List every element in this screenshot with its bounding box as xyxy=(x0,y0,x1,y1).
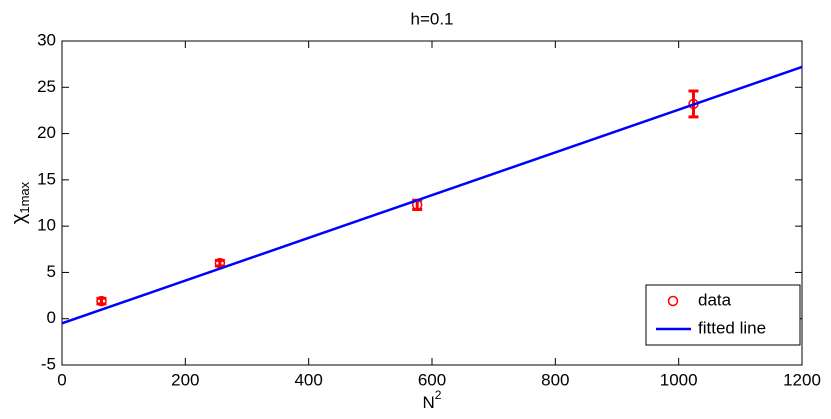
legend-marker xyxy=(667,295,679,307)
y-axis-label: χ1max xyxy=(8,181,32,224)
legend-label: fitted line xyxy=(698,318,766,337)
x-tick-label: 0 xyxy=(57,370,66,389)
y-tick-label: 30 xyxy=(37,30,56,49)
x-tick-label: 200 xyxy=(171,370,199,389)
x-tick-label: 400 xyxy=(294,370,322,389)
y-tick-label: 10 xyxy=(37,216,56,235)
y-tick-label: -5 xyxy=(41,354,56,373)
legend-label: data xyxy=(698,290,732,309)
y-tick-label: 25 xyxy=(37,77,56,96)
y-tick-label: 0 xyxy=(47,308,56,327)
x-label-superscript: 2 xyxy=(435,388,442,402)
data-point xyxy=(96,295,107,307)
x-label-base: N xyxy=(423,393,435,412)
y-label-subscript: 1max xyxy=(17,181,32,213)
y-label-symbol: χ xyxy=(8,213,30,224)
y-tick-label: 15 xyxy=(37,169,56,188)
x-tick-label: 1000 xyxy=(660,370,698,389)
legend-box xyxy=(645,284,801,346)
y-tick-label: 5 xyxy=(47,262,56,281)
x-tick-label: 800 xyxy=(541,370,569,389)
y-tick-label: 20 xyxy=(37,123,56,142)
x-tick-label: 1200 xyxy=(783,370,821,389)
fitted-line xyxy=(61,65,803,325)
x-axis-label: N2 xyxy=(423,388,442,412)
x-tick-label: 600 xyxy=(418,370,446,389)
chart-title: h=0.1 xyxy=(410,9,453,28)
